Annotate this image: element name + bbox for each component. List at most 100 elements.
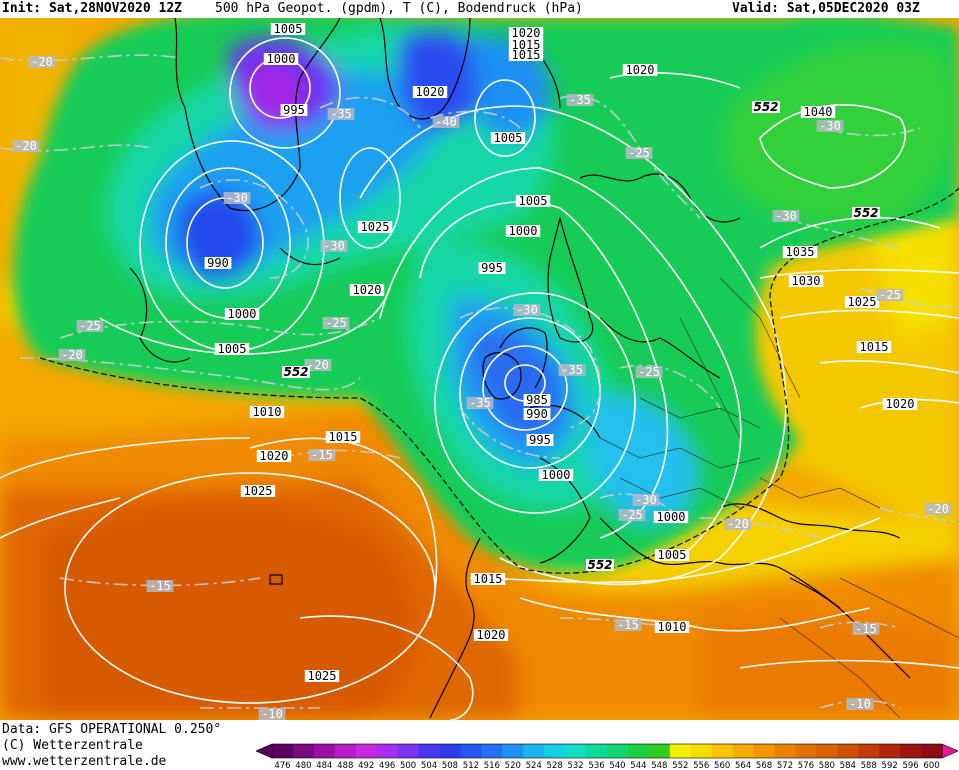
- contour-552-labels: 552 552 552 552: [282, 100, 880, 572]
- svg-text:1010: 1010: [253, 405, 282, 419]
- svg-text:-30: -30: [226, 191, 248, 205]
- svg-text:1025: 1025: [308, 669, 337, 683]
- svg-text:-25: -25: [628, 146, 650, 160]
- legend-value-label: 596: [902, 761, 918, 770]
- svg-text:1020: 1020: [353, 283, 382, 297]
- svg-text:-30: -30: [819, 119, 841, 133]
- svg-text:552: 552: [853, 206, 878, 220]
- legend-swatch: [669, 744, 692, 758]
- svg-text:990: 990: [526, 407, 548, 421]
- svg-text:1000: 1000: [228, 307, 257, 321]
- svg-text:-10: -10: [261, 707, 283, 720]
- legend-value-label: 572: [777, 761, 793, 770]
- legend-value-label: 584: [840, 761, 856, 770]
- legend-swatch: [648, 744, 671, 758]
- legend-value-label: 548: [651, 761, 667, 770]
- isotherm-label: -30: [772, 209, 800, 223]
- svg-text:-15: -15: [617, 618, 639, 632]
- isobar-label: 1035: [782, 245, 818, 259]
- legend-arrow-left: [256, 743, 273, 759]
- svg-text:-25: -25: [79, 319, 101, 333]
- svg-text:-30: -30: [323, 239, 345, 253]
- legend-value-label: 536: [588, 761, 604, 770]
- legend-swatch: [334, 744, 357, 758]
- svg-text:-20: -20: [307, 358, 329, 372]
- legend-swatch: [355, 744, 378, 758]
- isotherm-label: -25: [625, 146, 653, 160]
- legend-swatch: [627, 744, 650, 758]
- legend-value-label: 520: [505, 761, 521, 770]
- legend-swatch: [921, 744, 943, 758]
- legend-value-label: 600: [923, 761, 939, 770]
- svg-text:995: 995: [283, 103, 305, 117]
- isobar-label: 1020: [473, 628, 509, 642]
- legend-value-label: 484: [316, 761, 332, 770]
- svg-text:-35: -35: [330, 107, 352, 121]
- svg-text:1005: 1005: [494, 131, 523, 145]
- svg-text:-20: -20: [15, 139, 37, 153]
- legend-arrow-right: [941, 743, 958, 759]
- legend-value-label: 564: [735, 761, 751, 770]
- isotherm-label: -20: [724, 517, 752, 531]
- svg-text:-25: -25: [621, 508, 643, 522]
- isobar-label: 1005: [214, 342, 250, 356]
- isobar-label: 1020: [508, 26, 544, 40]
- svg-text:-15: -15: [311, 448, 333, 462]
- legend-value-label: 488: [337, 761, 353, 770]
- isobar-label: 1005: [270, 22, 306, 36]
- legend-swatch: [816, 744, 838, 758]
- svg-text:-35: -35: [569, 93, 591, 107]
- isotherm-label: -25: [618, 508, 646, 522]
- isotherm-label: -25: [76, 319, 104, 333]
- isotherm-label: -10: [258, 707, 286, 720]
- svg-text:-20: -20: [927, 502, 949, 516]
- legend-value-label: 580: [819, 761, 835, 770]
- legend-swatch: [837, 744, 859, 758]
- isobar-label: 1005: [515, 194, 551, 208]
- isobar-label: 990: [523, 407, 551, 421]
- svg-text:-25: -25: [879, 288, 901, 302]
- color-legend: 476 480 484 488 492 496 500 504 508 512 516 520 524 5…: [256, 743, 958, 770]
- legend-swatch: [858, 744, 880, 758]
- svg-text:1035: 1035: [786, 245, 815, 259]
- legend-swatch: [418, 744, 440, 758]
- isobar-label: 1020: [256, 449, 292, 463]
- chart-header: Init: Sat,28NOV2020 12Z 500 hPa Geopot. …: [0, 0, 959, 18]
- isobar-label: 1005: [490, 131, 526, 145]
- svg-text:1020: 1020: [477, 628, 506, 642]
- legend-swatch: [711, 744, 734, 758]
- isotherm-label: -35: [466, 396, 494, 410]
- init-time: Init: Sat,28NOV2020 12Z: [2, 1, 183, 16]
- isobar-label: 1020: [622, 63, 658, 77]
- contour-552-label: 552: [852, 206, 880, 220]
- isobar-label: 1000: [263, 52, 299, 66]
- forecast-map: 1005100099510201015101510201020100510401…: [0, 18, 959, 720]
- svg-text:1005: 1005: [519, 194, 548, 208]
- isotherm-label: -20: [58, 348, 86, 362]
- isotherm-label: -20: [924, 502, 952, 516]
- isotherm-label: -25: [635, 365, 663, 379]
- legend-value-label: 500: [400, 761, 416, 770]
- legend-value-label: 568: [756, 761, 772, 770]
- website-label: www.wetterzentrale.de: [2, 754, 167, 769]
- legend-swatch: [900, 744, 922, 758]
- legend-swatch: [753, 744, 775, 758]
- svg-text:1025: 1025: [848, 295, 877, 309]
- contour-552-label: 552: [752, 100, 780, 114]
- isotherm-label: -30: [223, 191, 251, 205]
- legend-value-label: 556: [693, 761, 709, 770]
- legend-swatch: [774, 744, 796, 758]
- isobar-label: 1015: [508, 38, 544, 52]
- isobar-label: 1000: [538, 468, 574, 482]
- legend-swatch: [292, 744, 315, 758]
- legend-value-label: 476: [274, 761, 290, 770]
- legend-value-label: 544: [630, 761, 646, 770]
- svg-text:1025: 1025: [361, 220, 390, 234]
- svg-text:995: 995: [481, 261, 503, 275]
- contour-552: [39, 187, 959, 574]
- svg-text:990: 990: [207, 256, 229, 270]
- legend-swatch: [586, 744, 608, 758]
- svg-text:1020: 1020: [886, 397, 915, 411]
- legend-value-label: 504: [421, 761, 437, 770]
